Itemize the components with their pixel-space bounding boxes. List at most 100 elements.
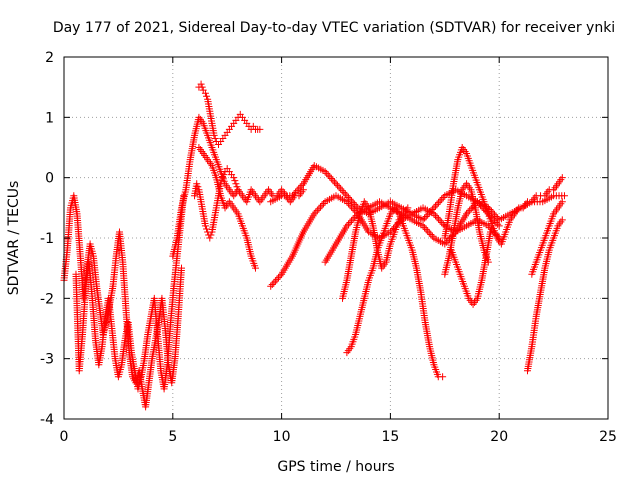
data-point-sample	[313, 206, 321, 214]
data-point-sample	[491, 211, 499, 219]
data-point	[219, 174, 227, 182]
series-arc-2	[72, 192, 188, 393]
data-point-sample	[334, 181, 342, 189]
data-point	[321, 168, 329, 176]
data-point-sample	[292, 188, 300, 196]
x-tick-label: 0	[60, 429, 69, 445]
data-point-sample	[421, 214, 429, 222]
series-arc-11	[343, 204, 447, 381]
data-point	[419, 216, 427, 224]
data-point-sample	[431, 202, 439, 210]
data-point	[201, 89, 209, 97]
y-axis-label: SDTVAR / TECUs	[6, 181, 22, 296]
data-points	[60, 80, 568, 411]
series-arc-16	[528, 198, 566, 278]
data-point-sample	[464, 208, 472, 216]
data-point	[486, 228, 494, 236]
x-tick-label: 25	[599, 429, 617, 445]
data-point-sample	[220, 171, 228, 179]
x-tick-label: 5	[168, 429, 177, 445]
data-point-sample	[296, 183, 304, 191]
series-arc-12	[441, 144, 566, 248]
data-point	[197, 80, 205, 88]
data-point-sample	[422, 212, 430, 220]
data-point-sample	[424, 211, 432, 219]
data-point	[310, 210, 318, 218]
data-point-sample	[352, 202, 360, 210]
data-point	[558, 216, 566, 224]
series-arc-10	[339, 198, 412, 302]
data-point	[484, 258, 492, 266]
data-point-sample	[351, 200, 359, 208]
x-tick-label: 20	[490, 429, 508, 445]
data-point	[343, 192, 351, 200]
data-point	[267, 282, 275, 290]
data-point-sample	[327, 175, 335, 183]
data-point-sample	[435, 215, 443, 223]
data-point-sample	[316, 203, 324, 211]
data-point	[193, 180, 201, 188]
data-point	[332, 180, 340, 188]
data-point-sample	[276, 272, 284, 280]
data-point-sample	[231, 177, 239, 185]
data-point	[558, 198, 566, 206]
x-tick-label: 10	[273, 429, 291, 445]
data-point-sample	[218, 177, 226, 185]
data-point-sample	[340, 188, 348, 196]
data-point-sample	[330, 178, 338, 186]
data-point-sample	[433, 213, 441, 221]
data-point-sample	[295, 185, 303, 193]
data-point-sample	[203, 92, 211, 100]
data-point-sample	[427, 207, 435, 215]
series-arc-13	[441, 180, 492, 278]
data-point-sample	[335, 183, 343, 191]
data-point	[430, 204, 438, 212]
data-point	[558, 174, 566, 182]
y-tick-label: 1	[45, 110, 54, 126]
data-point-sample	[424, 227, 432, 235]
data-point-sample	[439, 193, 447, 201]
data-point-sample	[326, 173, 334, 181]
series-arc-14	[447, 228, 494, 308]
data-point-sample	[351, 213, 359, 221]
y-tick-label: 0	[45, 171, 54, 187]
data-point	[251, 264, 259, 272]
data-point-sample	[320, 200, 328, 208]
data-point-sample	[425, 229, 433, 237]
series-arc-8	[267, 162, 503, 230]
data-point-sample	[421, 224, 429, 232]
data-point-sample	[198, 83, 206, 91]
series-arc-15	[523, 216, 566, 375]
y-tick-label: -3	[40, 352, 54, 368]
data-point-sample	[433, 200, 441, 208]
data-point-sample	[290, 190, 298, 198]
data-point-sample	[270, 279, 278, 287]
data-point-sample	[293, 187, 301, 195]
data-point-sample	[329, 176, 337, 184]
data-point-sample	[427, 231, 435, 239]
data-point	[217, 180, 225, 188]
data-point-sample	[438, 195, 446, 203]
data-point-sample	[494, 220, 502, 228]
data-point-sample	[298, 181, 306, 189]
y-tick-label: -4	[40, 412, 54, 428]
data-point-sample	[233, 183, 241, 191]
data-point	[495, 222, 503, 230]
data-point-sample	[467, 205, 475, 213]
data-point-sample	[344, 220, 352, 228]
data-point-sample	[428, 232, 436, 240]
series-arc-4	[195, 80, 264, 148]
data-point	[439, 373, 447, 381]
y-tick-label: 2	[45, 50, 54, 66]
data-point	[441, 240, 449, 248]
data-point-sample	[211, 134, 219, 142]
series-arc-6	[191, 165, 242, 242]
x-tick-labels: 0 5 10 15 20 25	[60, 429, 617, 445]
data-point	[206, 234, 214, 242]
data-point	[288, 192, 296, 200]
data-point-sample	[348, 197, 356, 205]
data-point-sample	[274, 274, 282, 282]
series-arc-5	[195, 144, 259, 272]
data-point-sample	[494, 214, 502, 222]
